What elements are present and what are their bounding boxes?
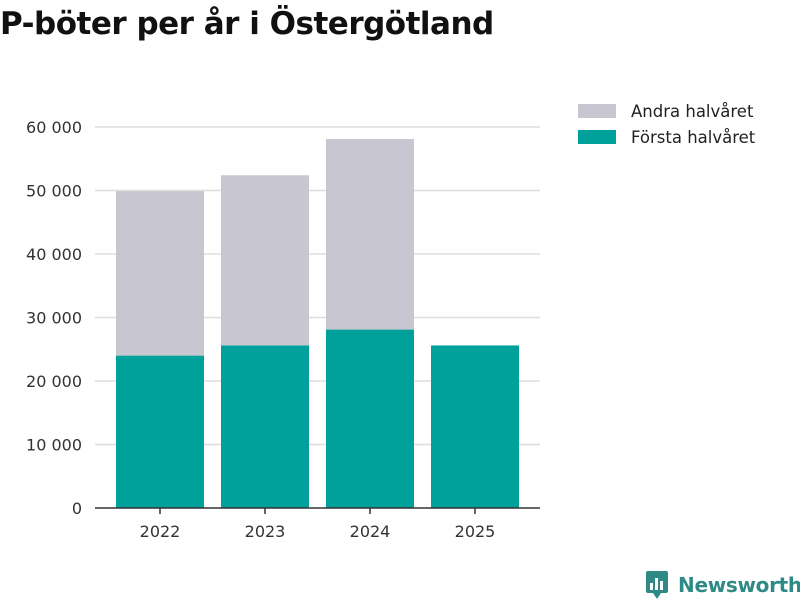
bar-andra-2022[interactable] (116, 191, 204, 356)
y-tick-label: 0 (72, 499, 82, 518)
legend-swatch (578, 130, 616, 144)
x-axis: 2022 2023 2024 2025 (95, 507, 540, 541)
x-tick-label: 2024 (350, 522, 391, 541)
legend-label: Första halvåret (631, 128, 756, 147)
y-tick-label: 50 000 (26, 182, 82, 201)
chart-title: P-böter per år i Östergötland (0, 6, 494, 42)
bars (116, 139, 519, 508)
bar-andra-2024[interactable] (326, 139, 414, 330)
y-axis: 0 10 000 20 000 30 000 40 000 50 000 60 000 (26, 118, 82, 518)
brand-logo[interactable]: Newsworthy (644, 570, 800, 600)
legend: Andra halvåret Första halvåret (578, 102, 756, 147)
bar-forsta-2024[interactable] (326, 329, 414, 508)
y-tick-label: 60 000 (26, 118, 82, 137)
legend-swatch (578, 104, 616, 118)
newsworthy-icon (646, 571, 668, 599)
bar-forsta-2022[interactable] (116, 355, 204, 508)
y-tick-label: 30 000 (26, 309, 82, 328)
y-tick-label: 40 000 (26, 245, 82, 264)
y-tick-label: 10 000 (26, 436, 82, 455)
x-tick-label: 2022 (140, 522, 181, 541)
y-tick-label: 20 000 (26, 372, 82, 391)
bar-andra-2023[interactable] (221, 175, 309, 346)
legend-label: Andra halvåret (631, 102, 754, 121)
x-tick-label: 2025 (455, 522, 496, 541)
bar-forsta-2025[interactable] (431, 345, 519, 508)
brand-name: Newsworthy (678, 573, 800, 597)
bar-forsta-2023[interactable] (221, 345, 309, 508)
x-tick-label: 2023 (245, 522, 286, 541)
